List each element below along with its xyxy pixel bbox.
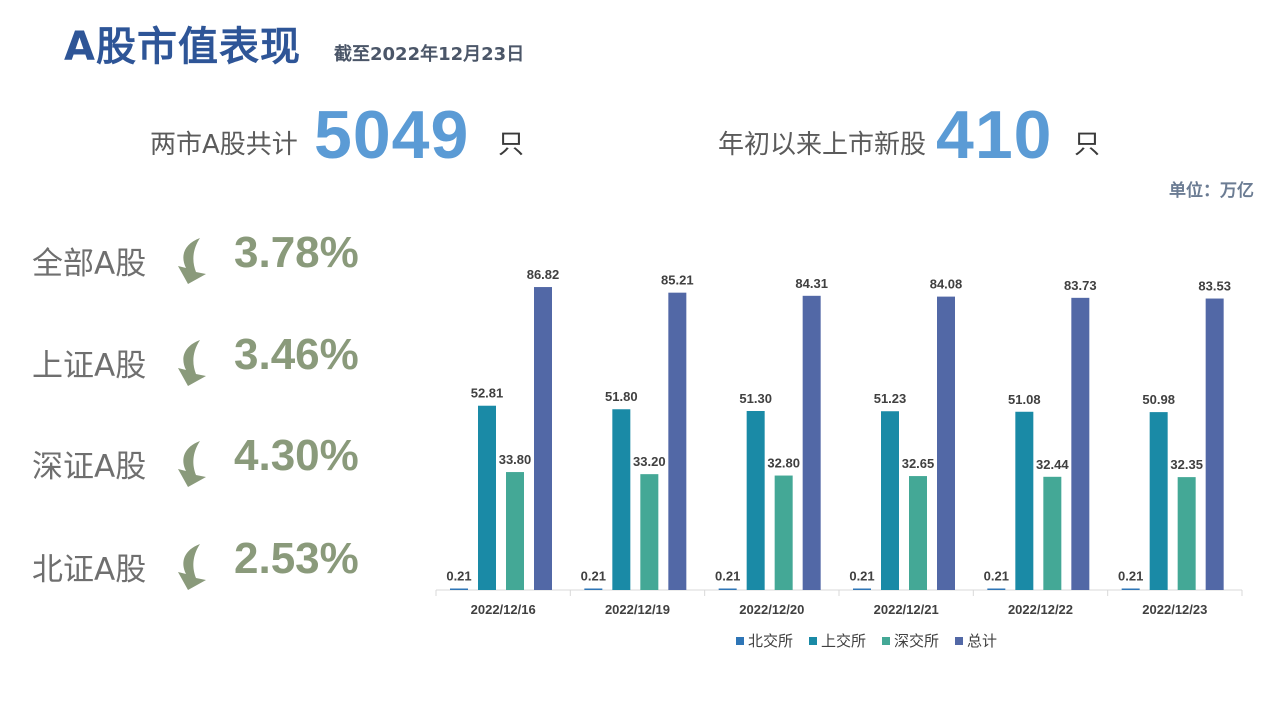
bar	[718, 588, 737, 590]
legend-swatch	[736, 636, 744, 645]
bar-value-label: 0.21	[849, 569, 874, 584]
total-stocks-unit: 只	[498, 130, 525, 160]
bar	[1043, 476, 1062, 590]
legend-swatch	[882, 636, 891, 645]
x-tick-label: 2022/12/19	[605, 602, 670, 617]
bar-value-label: 83.73	[1064, 278, 1097, 293]
index-row-all: 全部A股 3.78%	[32, 228, 392, 298]
bar-value-label: 51.08	[1008, 392, 1041, 407]
index-label: 北证A股	[32, 552, 147, 588]
legend-item: 总计	[955, 630, 997, 651]
bar	[1177, 477, 1196, 590]
x-tick-label: 2022/12/23	[1142, 602, 1207, 617]
unit-note: 单位：万亿	[1169, 181, 1254, 201]
legend-label: 北交所	[748, 632, 794, 650]
bar-value-label: 0.21	[984, 569, 1009, 584]
bar-value-label: 0.21	[446, 569, 471, 584]
down-arrow-icon	[178, 238, 206, 284]
bar-value-label: 51.80	[605, 389, 638, 404]
index-row-sz: 深证A股 4.30%	[32, 431, 392, 501]
bar	[534, 287, 552, 590]
chart-legend: 北交所 上交所 深交所 总计	[736, 630, 997, 651]
index-change: 4.30%	[234, 431, 359, 480]
bar	[909, 476, 927, 590]
bar	[853, 588, 871, 590]
bar-value-label: 33.20	[633, 454, 666, 469]
bar	[774, 475, 793, 590]
down-arrow-icon	[178, 441, 206, 487]
bar	[1071, 297, 1090, 590]
bar	[506, 472, 524, 590]
page-title: A股市值表现	[64, 24, 301, 70]
ipo-value: 410	[936, 97, 1053, 173]
bar-value-label: 32.80	[767, 456, 800, 471]
bar-value-label: 51.23	[874, 391, 907, 406]
bar	[1205, 298, 1224, 590]
index-row-sh: 上证A股 3.46%	[32, 330, 392, 400]
bar	[668, 292, 687, 590]
bar	[1121, 588, 1140, 590]
ipo-label: 年初以来上市新股	[718, 130, 927, 160]
total-stocks-value: 5049	[314, 97, 470, 173]
bar	[478, 405, 496, 590]
x-tick-label: 2022/12/20	[739, 602, 804, 617]
bar	[640, 474, 659, 590]
bar	[987, 588, 1006, 590]
bar-value-label: 83.53	[1198, 279, 1231, 294]
bar-value-label: 0.21	[715, 569, 740, 584]
bar-value-label: 33.80	[499, 452, 532, 467]
index-change: 3.46%	[234, 330, 359, 379]
legend-item: 北交所	[736, 630, 793, 651]
legend-label: 上交所	[821, 632, 867, 650]
down-arrow-icon	[178, 340, 206, 386]
market-cap-bar-chart: 0.21 52.81 33.80 86.82 2022/12/16 0.21 51.80 33…	[435, 267, 1243, 617]
bar	[937, 296, 955, 590]
index-label: 上证A股	[32, 348, 147, 384]
bar-value-label: 50.98	[1142, 392, 1175, 407]
legend-swatch	[955, 636, 964, 645]
bar	[612, 409, 631, 590]
bar	[746, 410, 765, 590]
bar	[802, 295, 821, 590]
bar-value-label: 52.81	[471, 386, 504, 401]
bar-value-label: 85.21	[661, 273, 694, 288]
index-change: 2.53%	[234, 534, 359, 583]
bar-value-label: 51.30	[739, 391, 772, 406]
bar-value-label: 0.21	[1118, 569, 1143, 584]
bar-value-label: 86.82	[527, 267, 560, 282]
bar-value-label: 84.08	[930, 277, 963, 292]
legend-swatch	[809, 636, 818, 645]
bar	[584, 588, 603, 590]
index-label: 全部A股	[32, 246, 147, 282]
bar-value-label: 84.31	[795, 276, 828, 291]
bar	[881, 411, 899, 590]
legend-label: 总计	[967, 632, 998, 650]
index-row-bj: 北证A股 2.53%	[32, 534, 392, 604]
legend-item: 上交所	[809, 630, 866, 651]
x-tick-label: 2022/12/22	[1008, 602, 1073, 617]
total-stocks-label: 两市A股共计	[150, 130, 298, 160]
bar-value-label: 32.35	[1170, 457, 1203, 472]
legend-label: 深交所	[894, 632, 940, 650]
down-arrow-icon	[178, 544, 206, 590]
as-of-date: 截至2022年12月23日	[334, 44, 525, 65]
x-tick-label: 2022/12/21	[874, 602, 939, 617]
bar-value-label: 32.44	[1036, 457, 1069, 472]
bar	[1149, 412, 1168, 590]
bar-value-label: 0.21	[581, 569, 606, 584]
legend-item: 深交所	[882, 630, 939, 651]
index-label: 深证A股	[32, 449, 147, 485]
ipo-unit: 只	[1074, 130, 1101, 160]
bar	[1015, 411, 1034, 590]
x-tick-label: 2022/12/16	[471, 602, 536, 617]
bar	[450, 588, 468, 590]
bar-value-label: 32.65	[902, 456, 935, 471]
index-change: 3.78%	[234, 228, 359, 277]
